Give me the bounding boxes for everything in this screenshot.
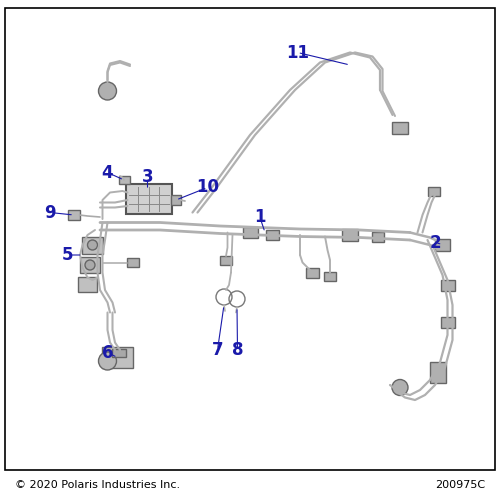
Text: 10: 10 bbox=[196, 178, 219, 196]
Text: © 2020 Polaris Industries Inc.: © 2020 Polaris Industries Inc. bbox=[15, 480, 180, 490]
FancyBboxPatch shape bbox=[306, 268, 319, 278]
FancyBboxPatch shape bbox=[126, 258, 138, 267]
FancyBboxPatch shape bbox=[126, 184, 172, 214]
FancyBboxPatch shape bbox=[68, 210, 80, 220]
Text: 7: 7 bbox=[212, 341, 224, 359]
Text: 8: 8 bbox=[232, 341, 243, 359]
FancyBboxPatch shape bbox=[78, 276, 97, 291]
Text: 11: 11 bbox=[286, 44, 309, 62]
FancyBboxPatch shape bbox=[118, 176, 130, 184]
FancyBboxPatch shape bbox=[440, 317, 454, 328]
Circle shape bbox=[88, 240, 98, 250]
FancyBboxPatch shape bbox=[80, 257, 100, 273]
FancyBboxPatch shape bbox=[372, 232, 384, 242]
Circle shape bbox=[98, 82, 116, 100]
Text: 1: 1 bbox=[254, 208, 266, 226]
FancyBboxPatch shape bbox=[440, 280, 454, 290]
FancyBboxPatch shape bbox=[392, 122, 408, 134]
FancyBboxPatch shape bbox=[435, 238, 450, 250]
Text: 2: 2 bbox=[429, 234, 441, 252]
FancyBboxPatch shape bbox=[430, 362, 446, 383]
FancyBboxPatch shape bbox=[428, 186, 440, 196]
FancyBboxPatch shape bbox=[82, 236, 103, 254]
Text: 6: 6 bbox=[102, 344, 113, 361]
FancyBboxPatch shape bbox=[220, 256, 232, 264]
FancyBboxPatch shape bbox=[242, 227, 258, 238]
FancyBboxPatch shape bbox=[171, 195, 181, 205]
FancyBboxPatch shape bbox=[324, 272, 336, 281]
FancyBboxPatch shape bbox=[266, 230, 279, 240]
Text: 4: 4 bbox=[102, 164, 114, 182]
Text: 5: 5 bbox=[62, 246, 73, 264]
Circle shape bbox=[85, 260, 95, 270]
Text: 9: 9 bbox=[44, 204, 56, 222]
FancyBboxPatch shape bbox=[102, 347, 133, 368]
FancyBboxPatch shape bbox=[342, 229, 358, 241]
Circle shape bbox=[98, 352, 116, 370]
Text: 3: 3 bbox=[142, 168, 154, 186]
Text: 200975C: 200975C bbox=[435, 480, 485, 490]
FancyBboxPatch shape bbox=[112, 348, 126, 356]
Circle shape bbox=[392, 380, 408, 396]
